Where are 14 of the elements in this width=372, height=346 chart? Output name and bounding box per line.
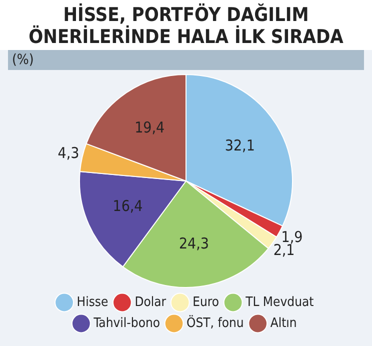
legend-label: Euro xyxy=(192,294,220,310)
data-label: 24,3 xyxy=(178,234,209,252)
data-label: 32,1 xyxy=(224,136,255,155)
legend-label: TL Mevduat xyxy=(244,294,314,310)
legend-label: Tahvil-bono xyxy=(92,316,160,331)
legend-label: Altın xyxy=(270,316,297,331)
data-label: 4,3 xyxy=(58,144,80,162)
legend-label: Hisse xyxy=(76,294,108,310)
data-label: 16,4 xyxy=(112,197,143,216)
legend-label: Dolar xyxy=(134,294,166,310)
data-label: 19,4 xyxy=(134,118,165,136)
chart-title: HİSSE, PORTFÖY DAĞILIM ÖNERİLERİNDE HALA İLK SIRADA xyxy=(0,0,372,50)
legend-label: ÖST, fonu xyxy=(186,314,244,331)
chart-subtitle: (%) xyxy=(8,50,364,70)
